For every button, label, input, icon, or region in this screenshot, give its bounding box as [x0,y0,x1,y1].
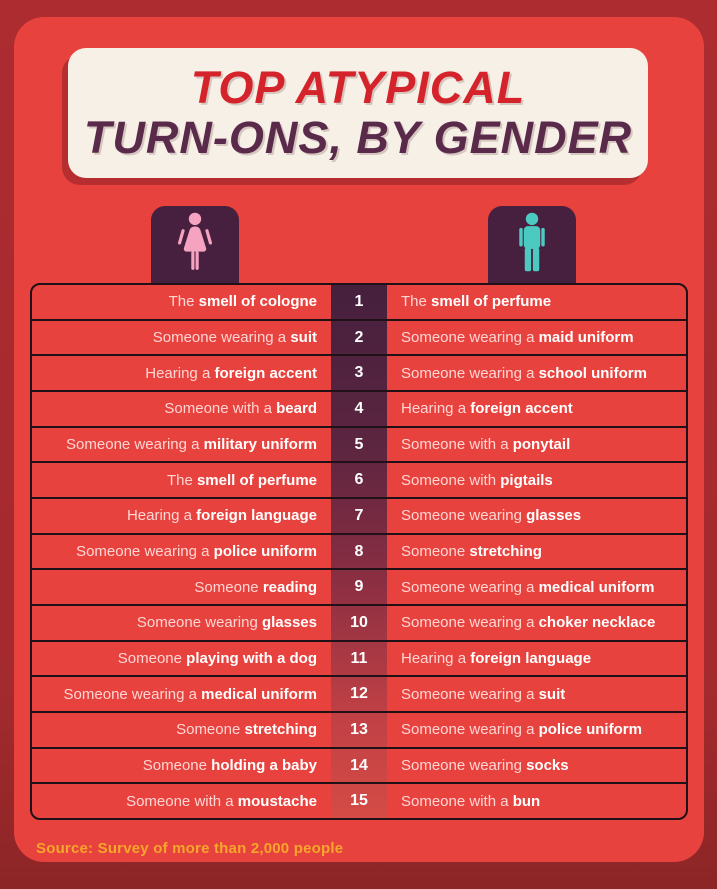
table-row: Someone reading 9 Someone wearing a medica… [32,570,686,607]
women-item: Someone playing with a dog [117,650,317,668]
table-row: Someone holding a baby 14 Someone wearing … [32,749,686,785]
women-item: Someone wearing a suit [152,329,317,346]
women-item: Hearing a foreign language [126,507,317,525]
table-row: Someone wearing a medical uniform 12 Someo… [32,677,686,714]
men-column-header [488,206,576,284]
men-item: Someone wearing glasses [401,507,582,525]
rank-number: 7 [354,506,364,524]
title-line-1: TOP ATYPICAL [190,61,526,113]
rank-number: 6 [354,471,364,489]
title-line-2: TURN-ONS, BY GENDER [83,112,633,163]
title-card: TOP ATYPICAL TURN-ONS, BY GENDER [68,48,648,178]
rank-column-band [331,285,387,818]
men-item: Hearing a foreign language [401,650,592,668]
rank-number: 14 [350,756,368,774]
rank-number: 2 [354,328,364,346]
women-item: The smell of perfume [166,471,317,489]
women-item: The smell of cologne [168,293,317,311]
rank-number: 1 [354,292,364,310]
men-item: Someone with a bun [401,792,541,810]
table-row: Someone wearing a police uniform 8 Someone… [32,535,686,571]
table-row: Someone playing with a dog 11 Hearing a fo… [32,642,686,678]
men-item: Someone wearing a choker necklace [401,614,656,632]
women-item: Hearing a foreign accent [145,364,317,382]
women-item: Someone wearing a military uniform [66,436,317,454]
women-item: Someone holding a baby [142,757,317,775]
rank-number: 5 [354,435,364,453]
women-item: Someone with a moustache [126,792,317,810]
rank-number: 10 [350,613,368,631]
men-item: Someone stretching [401,543,542,561]
table-row: Someone wearing a military uniform 5 Someo… [32,428,686,464]
female-icon [174,212,216,279]
women-item: Someone wearing a police uniform [76,543,317,561]
table-row: The smell of perfume 6 Someone with pigtai… [32,463,686,500]
rank-number: 9 [354,578,364,596]
table-row: Someone wearing glasses 10 Someone wearing… [32,606,686,642]
table-row: Someone with a beard 4 Hearing a foreign a… [32,392,686,428]
rank-number: 3 [354,364,364,382]
men-item: Someone wearing socks [401,757,569,775]
rank-number: 11 [350,649,368,667]
table-row: Someone wearing a suit 2 Someone wearing a… [32,321,686,357]
women-column-header [151,206,239,284]
rank-number: 4 [354,399,364,417]
table-row: Hearing a foreign language 7 Someone weari… [32,499,686,535]
rank-table-rows: The smell of cologne 1 The smell of perfum… [32,285,686,818]
men-item: The smell of perfume [401,293,552,311]
table-row: Hearing a foreign accent 3 Someone wearing… [32,356,686,393]
ranking-table: The smell of cologne 1 The smell of perfum… [30,283,688,820]
men-item: Someone wearing a medical uniform [401,578,655,596]
men-item: Someone wearing a maid uniform [401,329,634,346]
men-item: Someone wearing a suit [401,685,566,703]
women-item: Someone wearing a medical uniform [63,685,317,703]
men-item: Hearing a foreign accent [401,400,573,418]
rank-number: 15 [350,792,368,810]
women-item: Someone reading [194,578,317,596]
rank-number: 8 [354,542,364,560]
men-item: Someone with pigtails [401,471,553,489]
table-row: Someone with a moustache 15 Someone with a… [32,784,686,818]
men-item: Someone wearing a police uniform [401,721,642,739]
male-icon [511,212,553,279]
table-row: The smell of cologne 1 The smell of perfum… [32,285,686,321]
table-row: Someone stretching 13 Someone wearing a po… [32,713,686,749]
women-item: Someone with a beard [164,400,317,418]
rank-number: 12 [350,685,368,703]
women-item: Someone stretching [176,721,317,739]
rank-number: 13 [350,720,368,738]
men-item: Someone wearing a school uniform [401,364,647,382]
source-note: Source: Survey of more than 2,000 people [36,840,344,857]
women-item: Someone wearing glasses [136,614,317,632]
men-item: Someone with a ponytail [401,436,571,454]
